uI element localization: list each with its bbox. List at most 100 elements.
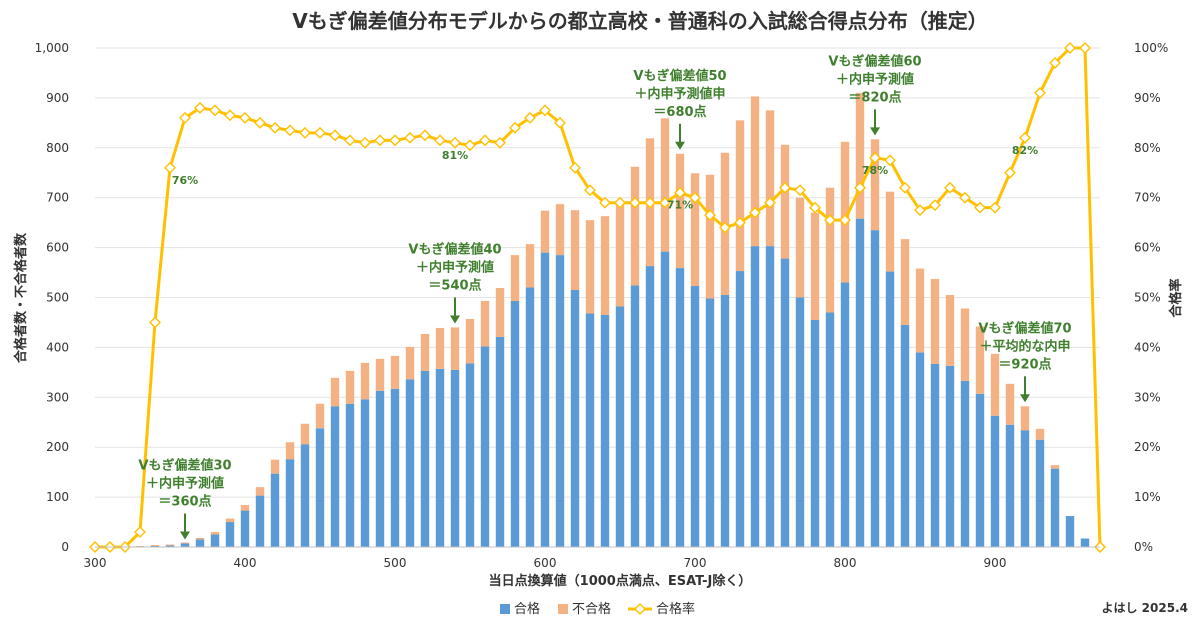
bar-fail bbox=[765, 110, 775, 247]
x-tick-label: 800 bbox=[834, 556, 857, 570]
bar-pass bbox=[390, 388, 400, 547]
y-tick-label-right: 80% bbox=[1134, 141, 1161, 155]
rate-marker bbox=[449, 136, 461, 149]
bar-pass bbox=[960, 380, 970, 547]
bar-fail bbox=[570, 210, 580, 291]
rate-marker bbox=[254, 116, 266, 129]
annotation-label: ＝820点 bbox=[848, 89, 901, 105]
legend-swatch-marker bbox=[634, 603, 646, 615]
annotation-label: ＝360点 bbox=[158, 494, 211, 510]
y-axis-title-right: 合格率 bbox=[1168, 278, 1184, 317]
y-tick-label-left: 800 bbox=[46, 141, 69, 155]
bar-pass bbox=[570, 290, 580, 547]
rate-data-label: 81% bbox=[442, 149, 468, 162]
legend-label: 合格率 bbox=[656, 601, 695, 617]
rate-marker bbox=[284, 124, 296, 137]
bar-fail bbox=[1050, 465, 1060, 469]
rate-marker bbox=[974, 201, 986, 214]
rate-line: 76% 81% 71% 78% 82% bbox=[89, 42, 1106, 553]
bar-pass bbox=[360, 399, 370, 547]
rate-marker bbox=[149, 316, 161, 329]
bar-pass bbox=[405, 379, 415, 547]
bar-fail bbox=[630, 166, 640, 286]
rate-marker bbox=[359, 136, 371, 149]
rate-marker bbox=[929, 199, 941, 212]
rate-marker bbox=[374, 134, 386, 147]
bar-fail bbox=[660, 118, 670, 252]
rate-marker bbox=[329, 129, 341, 142]
y-tick-label-left: 100 bbox=[46, 490, 69, 504]
bar-pass bbox=[420, 370, 430, 547]
rate-marker bbox=[464, 139, 476, 152]
rate-marker bbox=[959, 191, 971, 204]
y-tick-label-right: 30% bbox=[1134, 390, 1161, 404]
y-tick-label-left: 300 bbox=[46, 390, 69, 404]
rate-marker bbox=[794, 184, 806, 197]
annotation-label: Vもぎ偏差値50 bbox=[633, 68, 726, 84]
bar-fail bbox=[150, 545, 160, 547]
bar-fail bbox=[255, 487, 265, 496]
rate-marker bbox=[1034, 86, 1046, 99]
rate-marker bbox=[419, 129, 431, 142]
y-tick-label-right: 100% bbox=[1134, 41, 1168, 55]
rate-marker bbox=[539, 104, 551, 117]
bar-pass bbox=[225, 522, 235, 547]
bar-fail bbox=[390, 355, 400, 389]
rate-marker bbox=[989, 201, 1001, 214]
bar-fail bbox=[615, 202, 625, 307]
annotations: Vもぎ偏差値30 ＋内申予測値 ＝360点 Vもぎ偏差値40 ＋内申予測値 ＝540点 Vも… bbox=[138, 53, 1072, 540]
annotation-label: Vもぎ偏差値30 bbox=[138, 458, 231, 474]
rate-marker bbox=[494, 136, 506, 149]
bar-fail bbox=[600, 216, 610, 315]
rate-marker bbox=[314, 126, 326, 139]
bar-pass bbox=[240, 510, 250, 547]
y-tick-label-left: 600 bbox=[46, 241, 69, 255]
rate-marker bbox=[614, 196, 626, 209]
bar-pass bbox=[885, 271, 895, 547]
legend-swatch bbox=[558, 604, 568, 614]
annotation-arrowhead bbox=[675, 141, 685, 150]
rate-marker bbox=[599, 196, 611, 209]
bar-fail bbox=[675, 153, 685, 269]
bar-fail bbox=[210, 532, 220, 535]
bar-fail bbox=[780, 144, 790, 259]
rate-marker bbox=[584, 184, 596, 197]
bar-fail bbox=[270, 459, 280, 474]
annotation-label: ＋内申予測値申 bbox=[634, 86, 725, 102]
bar-pass bbox=[600, 314, 610, 547]
rate-marker bbox=[299, 126, 311, 139]
bar-pass bbox=[765, 246, 775, 547]
chart-title: Vもぎ偏差値分布モデルからの都立高校・普通科の入試総合得点分布（推定） bbox=[292, 9, 987, 33]
rate-marker bbox=[269, 121, 281, 134]
rate-marker bbox=[689, 191, 701, 204]
y-tick-label-left: 900 bbox=[46, 91, 69, 105]
bar-fail bbox=[705, 174, 715, 299]
bar-pass bbox=[780, 258, 790, 547]
annotation-label: ＝680点 bbox=[653, 104, 706, 120]
bar-pass bbox=[990, 415, 1000, 547]
bar-fail bbox=[915, 268, 925, 353]
rate-data-label: 78% bbox=[862, 164, 888, 177]
bar-pass bbox=[450, 369, 460, 547]
bar-fail bbox=[690, 173, 700, 287]
annotation-label: ＋内申予測値 bbox=[146, 476, 224, 492]
bar-fail bbox=[330, 377, 340, 407]
bar-pass bbox=[330, 406, 340, 547]
bar-fail bbox=[405, 346, 415, 380]
bar-pass bbox=[495, 336, 505, 547]
bar-fail bbox=[495, 288, 505, 337]
rate-marker bbox=[779, 181, 791, 194]
bar-fail bbox=[195, 538, 205, 540]
bar-fail bbox=[375, 358, 385, 391]
x-tick-label: 700 bbox=[684, 556, 707, 570]
x-tick-label: 300 bbox=[84, 556, 107, 570]
bar-fail bbox=[735, 120, 745, 272]
rate-marker bbox=[674, 186, 686, 199]
y-tick-label-left: 200 bbox=[46, 440, 69, 454]
bar-fail bbox=[825, 187, 835, 313]
rate-marker bbox=[899, 181, 911, 194]
bar-pass bbox=[525, 287, 535, 547]
bar-pass bbox=[1020, 430, 1030, 547]
bar-pass bbox=[615, 306, 625, 547]
rate-data-label: 76% bbox=[172, 174, 198, 187]
